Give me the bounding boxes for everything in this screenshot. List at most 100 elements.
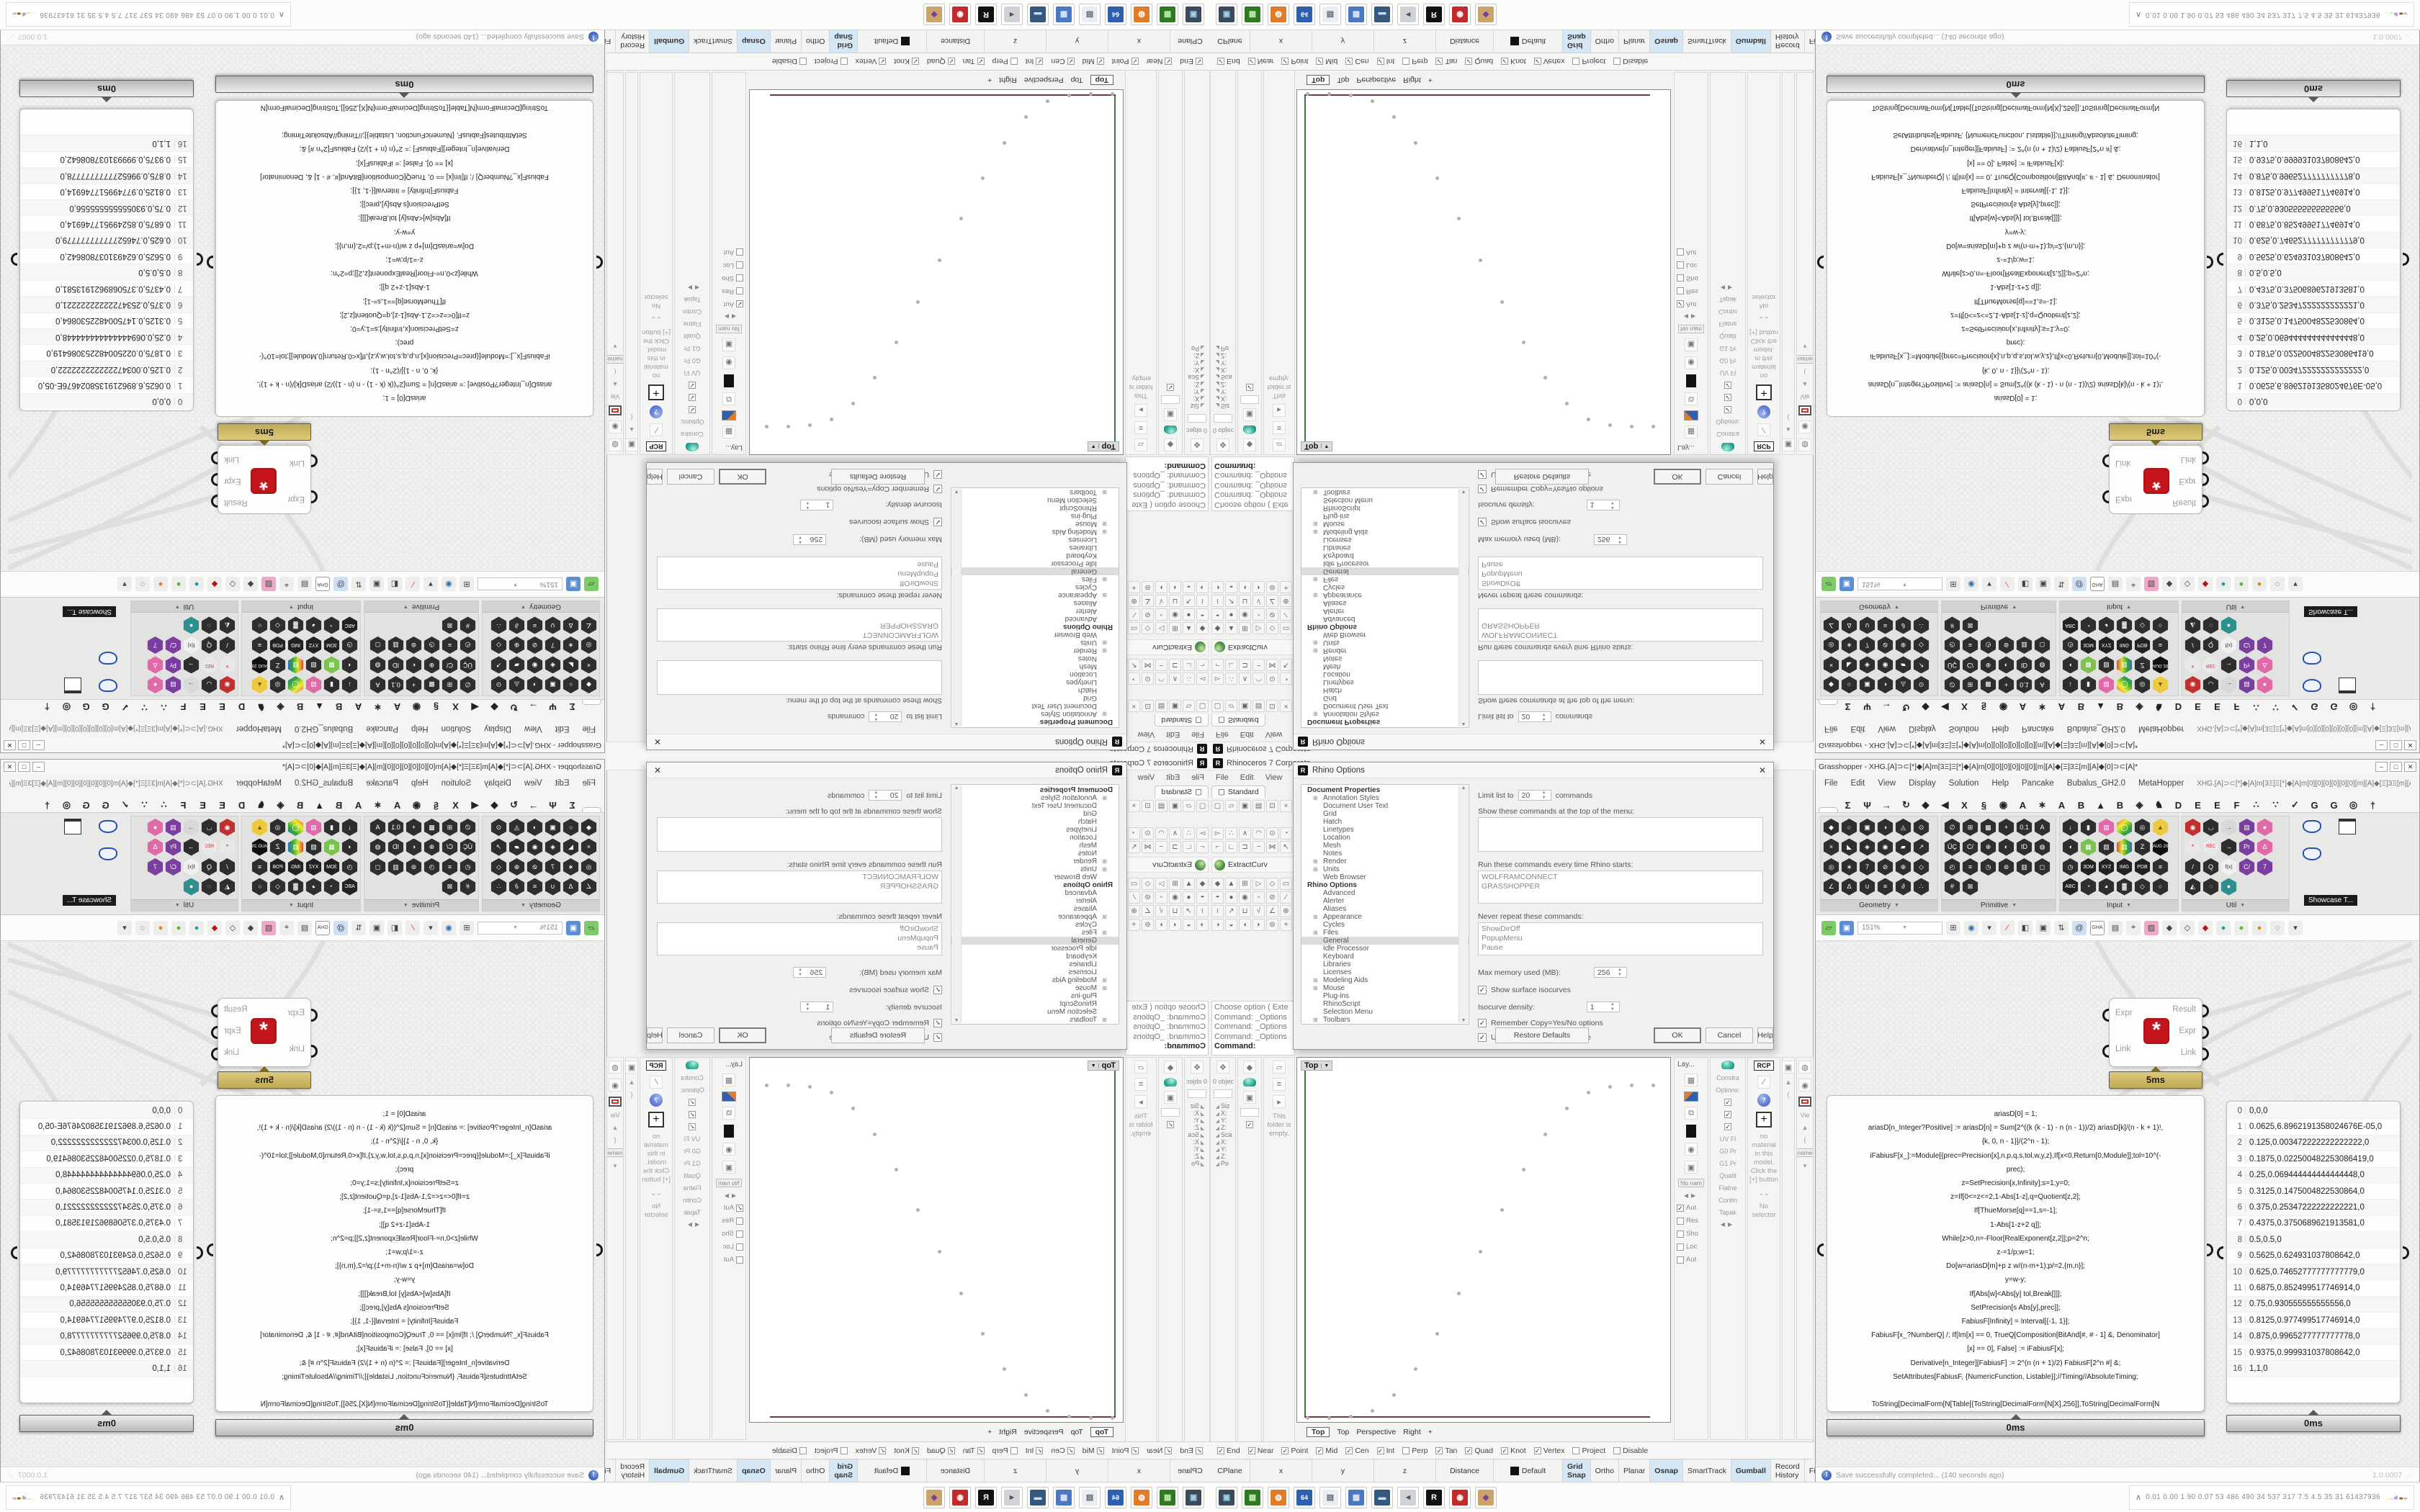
canvas-toolbar-icon[interactable]: ◉: [1964, 577, 1978, 592]
taskbar-app-icon[interactable]: ◍: [1268, 1486, 1289, 1508]
tool-icon[interactable]: ⊐: [1169, 659, 1181, 671]
tree-item[interactable]: ⊞Modeling Aids: [1052, 528, 1107, 536]
tree-item[interactable]: ⊞Aliases: [1073, 905, 1097, 913]
component-tab[interactable]: ∵: [2272, 702, 2279, 713]
component-icon[interactable]: C/: [442, 657, 458, 674]
tool-icon[interactable]: ↗: [1225, 595, 1237, 607]
component-icon[interactable]: ⊕: [1895, 636, 1912, 654]
component-icon[interactable]: ⊙: [1913, 676, 1930, 693]
osnap-checkbox[interactable]: [1067, 58, 1075, 66]
component-icon[interactable]: ∴: [1913, 617, 1930, 634]
canvas-toolbar-icon[interactable]: ●: [153, 920, 168, 935]
component-icon[interactable]: ◣: [1841, 657, 1857, 674]
component-icon[interactable]: ◣: [563, 657, 579, 674]
component-tab[interactable]: E: [2195, 800, 2201, 811]
tree-item[interactable]: ⊞Plug-ins: [1070, 512, 1097, 520]
zoom-dropdown[interactable]: 151% ▼: [478, 921, 563, 935]
tree-item[interactable]: ⊞Idle Processor: [1323, 559, 1369, 567]
tree-item[interactable]: ⊞Grid: [1323, 694, 1337, 702]
taskbar-app-icon[interactable]: ▦: [1157, 1486, 1178, 1508]
canvas-toolbar-icon[interactable]: ∕: [2000, 577, 2015, 592]
status-toggle[interactable]: Grid Snap: [1563, 30, 1591, 53]
component-icon[interactable]: ◖: [341, 657, 358, 674]
tool-icon[interactable]: ⊕: [1280, 905, 1292, 917]
component-icon[interactable]: ●: [2257, 676, 2273, 693]
startup-commands-textarea[interactable]: WOLFRAMCONNECT GRASSHOPPER: [657, 870, 942, 904]
tree-item[interactable]: ⊞Aliases: [1073, 599, 1097, 607]
toolbar-tab-standard[interactable]: ▢ Standard: [1211, 786, 1265, 798]
tool-icon[interactable]: ▫: [1252, 891, 1265, 904]
tool-icon[interactable]: ⊐: [1239, 659, 1251, 671]
status-toggle[interactable]: Record History: [1770, 30, 1805, 53]
status-toggle[interactable]: Ortho: [801, 1459, 830, 1482]
component-icon[interactable]: ◬: [1895, 819, 1912, 836]
component-tab[interactable]: §: [1981, 701, 1987, 712]
component-icon[interactable]: ◷: [424, 636, 440, 654]
component-icon[interactable]: ◬: [508, 819, 525, 836]
component-icon[interactable]: ⊙: [490, 819, 507, 836]
component-icon[interactable]: ◎: [2134, 819, 2151, 836]
taskbar-app-icon[interactable]: ▬: [1371, 4, 1393, 26]
menu-item[interactable]: View: [1878, 779, 1896, 788]
show-checkbox[interactable]: [736, 274, 743, 282]
component-tab[interactable]: A: [2058, 701, 2066, 712]
auto-checkbox[interactable]: [736, 1204, 743, 1212]
tree-item[interactable]: ⊞Advanced: [1323, 889, 1355, 897]
expander-icon[interactable]: ⊞: [1102, 576, 1107, 582]
tool-icon[interactable]: ⊞: [1239, 622, 1251, 634]
component-tab[interactable]: G: [2311, 800, 2318, 811]
tree-item[interactable]: ⊞Mouse: [1313, 984, 1345, 992]
component-icon[interactable]: ◌: [201, 617, 218, 634]
tool-icon[interactable]: ◔: [1280, 672, 1292, 685]
component-icon[interactable]: ⊕: [1980, 838, 1996, 856]
component-icon[interactable]: ◉: [526, 839, 543, 856]
component-icon[interactable]: A: [2034, 819, 2051, 836]
remember-copy-checkbox[interactable]: [1478, 1019, 1487, 1027]
expander-icon[interactable]: ⊞: [1313, 647, 1318, 654]
component-icon[interactable]: PDB: [269, 858, 286, 876]
viewport-capture-icon[interactable]: [609, 405, 622, 415]
status-toggle[interactable]: Osnap: [1650, 1459, 1683, 1482]
status-toggle[interactable]: Planar: [769, 1459, 802, 1482]
osnap-toggle[interactable]: Quad: [927, 58, 955, 66]
easel-icon[interactable]: [2339, 678, 2356, 693]
goggles-icon[interactable]: [99, 847, 117, 860]
canvas-toolbar-icon[interactable]: ●: [2234, 577, 2249, 592]
show-checkbox[interactable]: [736, 1230, 743, 1238]
component-icon[interactable]: ↗: [1913, 838, 1930, 856]
tool-icon[interactable]: ∟: [1183, 659, 1195, 671]
menu-item[interactable]: Bubalus_GH2.0: [2066, 779, 2125, 788]
spinner-icon[interactable]: ▲ ▼: [1541, 790, 1546, 800]
chevrons[interactable]: ⌄⌄: [1758, 1189, 1770, 1197]
component-icon[interactable]: ◷: [424, 858, 440, 876]
component-icon[interactable]: ∠: [1823, 617, 1839, 634]
tree-item[interactable]: ⊞Hatch: [1077, 818, 1097, 826]
canvas-toolbar-icon[interactable]: ▱: [584, 920, 599, 935]
taskbar-app-icon[interactable]: ▦: [1053, 1486, 1075, 1508]
dock-input[interactable]: [1240, 1108, 1259, 1117]
viewport-tab[interactable]: Right: [1403, 76, 1421, 84]
toolbar-icon[interactable]: ▢: [1196, 700, 1209, 712]
osnap-toggle[interactable]: End: [1180, 58, 1203, 66]
canvas-toolbar-icon[interactable]: ▤: [297, 920, 312, 935]
monitor-icon[interactable]: ▣: [1783, 1061, 1794, 1074]
nav-arrows[interactable]: ◀▶: [1720, 284, 1736, 291]
component-tab[interactable]: ◎: [62, 799, 71, 810]
cancel-button[interactable]: Cancel: [667, 1027, 714, 1043]
nav-arrows[interactable]: ◀▶: [1720, 1221, 1736, 1228]
osnap-toggle[interactable]: Point: [1281, 1446, 1308, 1455]
rhino-menu-item[interactable]: View: [1137, 730, 1155, 739]
status-toggle[interactable]: Ortho: [801, 30, 830, 53]
component-icon[interactable]: ○: [1841, 819, 1857, 836]
menu-item[interactable]: Help: [1991, 724, 2009, 733]
option-checkbox[interactable]: [689, 382, 696, 389]
canvas-toolbar-icon[interactable]: ▣: [2036, 920, 2051, 935]
status-pane[interactable]: Default: [857, 30, 926, 53]
taskbar-app-icon[interactable]: R: [975, 4, 997, 26]
option-checkbox[interactable]: [689, 406, 696, 413]
tool-icon[interactable]: ◒: [1225, 919, 1237, 931]
canvas-toolbar-icon[interactable]: ◉: [1964, 920, 1978, 935]
tree-item[interactable]: ⊞Toolbars: [1070, 488, 1107, 496]
nav-arrows[interactable]: ◀▶: [684, 1221, 700, 1228]
expander-icon[interactable]: ⊞: [1313, 711, 1318, 717]
